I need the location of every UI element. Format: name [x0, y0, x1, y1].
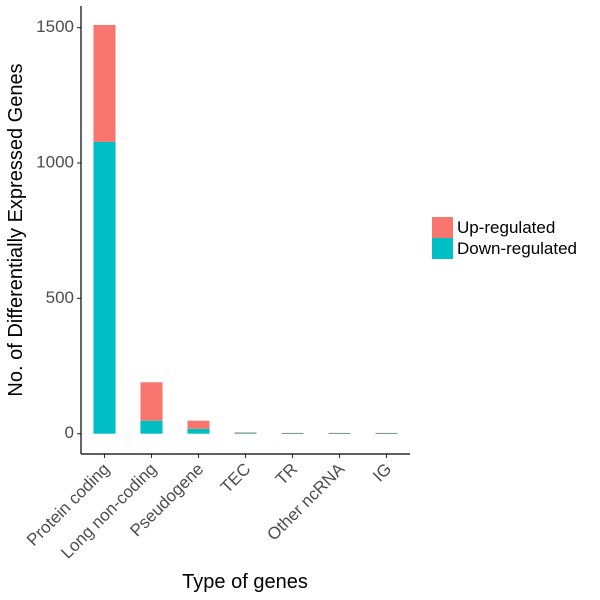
bar-up-regulated — [187, 420, 210, 429]
legend-label: Up-regulated — [457, 218, 555, 237]
y-axis-title: No. of Differentially Expressed Genes — [5, 63, 27, 396]
legend-label: Down-regulated — [457, 239, 577, 258]
bar-up-regulated — [140, 382, 163, 421]
bar-down-regulated — [187, 428, 210, 434]
x-tick-label: TR — [272, 459, 301, 488]
x-tick-label: TEC — [217, 459, 254, 496]
legend-key — [432, 217, 453, 238]
bar-down-regulated — [281, 433, 304, 435]
x-axis-title: Type of genes — [182, 571, 308, 593]
bar-up-regulated — [234, 432, 257, 433]
bars-group — [93, 24, 398, 435]
y-tick-label: 500 — [46, 288, 74, 307]
bar-up-regulated — [328, 432, 351, 434]
y-tick-label: 0 — [65, 423, 74, 442]
x-tick-label: IG — [369, 459, 395, 485]
y-axis-ticks: 0 500 1000 1500 — [36, 17, 81, 442]
y-tick-label: 1500 — [36, 17, 74, 36]
bar-up-regulated — [281, 432, 304, 434]
y-tick-label: 1000 — [36, 152, 74, 171]
legend: Up-regulated Down-regulated — [432, 217, 577, 259]
bar-down-regulated — [328, 433, 351, 435]
bar-down-regulated — [93, 141, 116, 434]
bar-down-regulated — [140, 420, 163, 434]
bar-up-regulated — [375, 432, 398, 434]
x-tick-label: Protein coding — [23, 459, 113, 549]
bar-down-regulated — [375, 433, 398, 435]
bar-down-regulated — [234, 432, 257, 434]
bar-up-regulated — [93, 24, 116, 142]
legend-key — [432, 238, 453, 259]
